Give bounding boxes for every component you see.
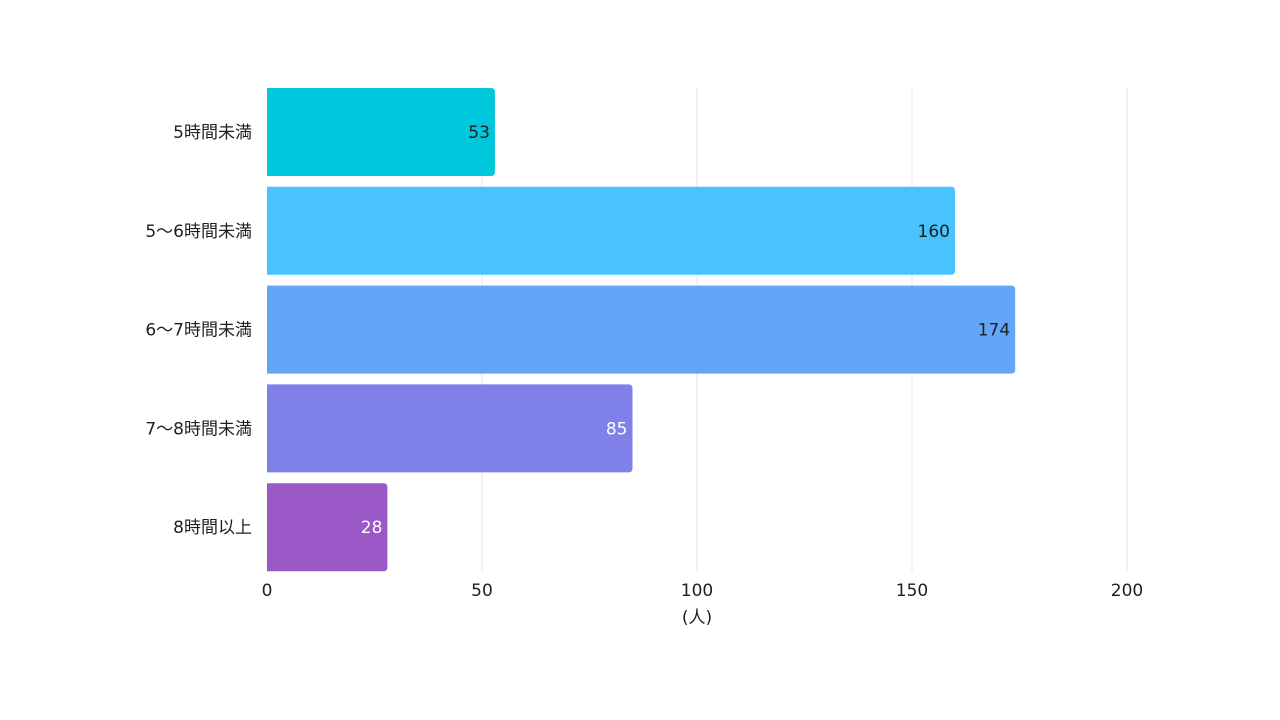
category-label: 8時間以上 (173, 518, 252, 538)
bar (267, 483, 388, 572)
x-tick-label: 50 (471, 581, 493, 601)
x-tick-label: 150 (896, 581, 928, 601)
x-tick-label: 100 (681, 581, 713, 601)
bar (267, 384, 633, 473)
bar (267, 186, 955, 275)
category-label: 7〜8時間未満 (145, 419, 252, 439)
labels: 0 50 100 150 200 5時間未満 53 5〜6時間未満 160 6〜7時間未満 174 7… (145, 123, 1143, 601)
data-label: 53 (468, 123, 490, 143)
x-axis-title: (人) (682, 608, 712, 628)
data-label: 85 (606, 419, 628, 439)
category-label: 5〜6時間未満 (145, 222, 252, 242)
category-label: 5時間未満 (173, 123, 252, 143)
bar (267, 88, 495, 176)
bars (267, 88, 1016, 572)
data-label: 160 (918, 222, 950, 242)
x-tick-label: 200 (1111, 581, 1143, 601)
bar (267, 285, 1016, 374)
x-tick-label: 0 (262, 581, 273, 601)
data-label: 174 (978, 321, 1010, 341)
data-label: 28 (361, 518, 383, 538)
category-label: 6〜7時間未満 (145, 321, 252, 341)
